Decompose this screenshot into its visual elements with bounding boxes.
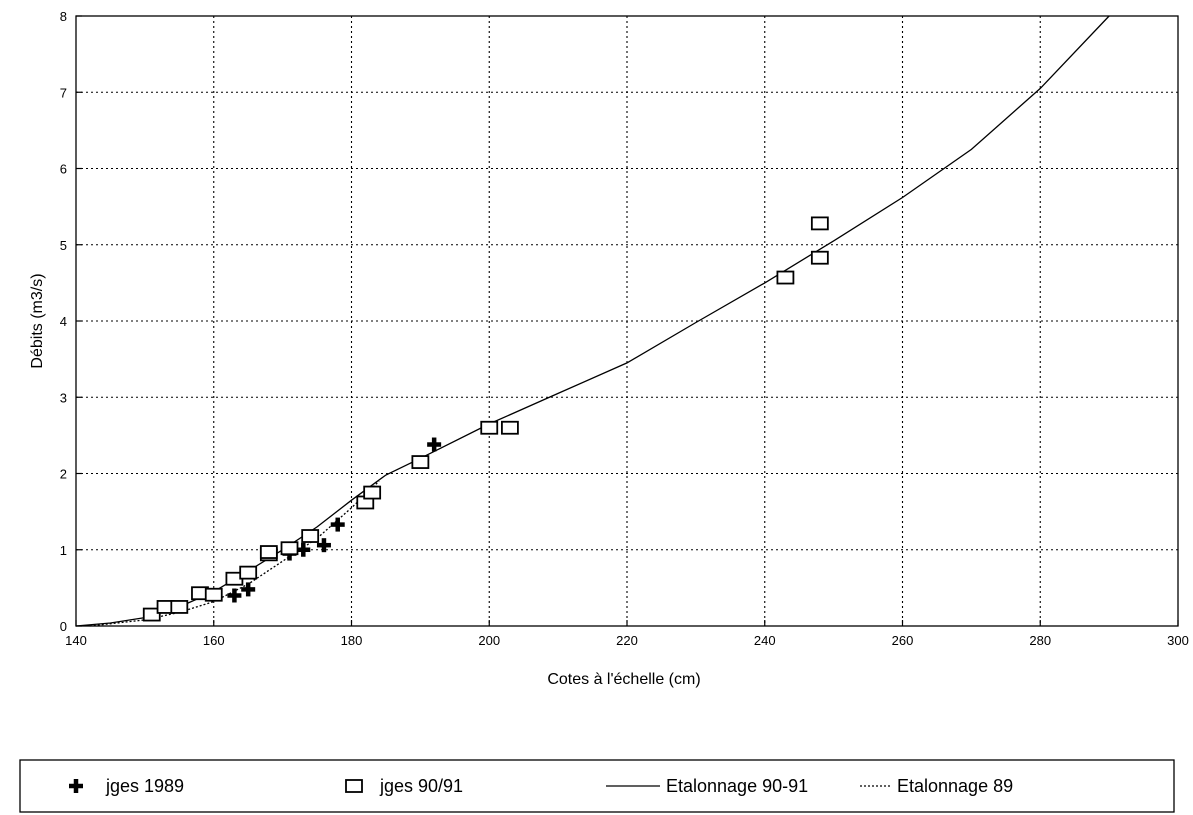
- point-jges-90-91: [204, 587, 223, 602]
- axes: [75, 15, 1179, 627]
- point-jges-90-91: [810, 216, 829, 231]
- y-tick-label: 4: [60, 314, 67, 329]
- legend-box: [19, 759, 1175, 813]
- point-jges-90-91: [280, 541, 299, 556]
- legend-square-marker: [345, 779, 363, 793]
- x-tick-label: 240: [754, 633, 776, 648]
- x-tick-label: 200: [478, 633, 500, 648]
- legend-plus-marker: [69, 779, 83, 793]
- legend-item-jges-90-91: jges 90/91: [345, 776, 463, 796]
- y-tick-label: 6: [60, 162, 67, 177]
- x-tick-label: 180: [341, 633, 363, 648]
- y-tick-label: 1: [60, 543, 67, 558]
- legend-label-jges-1989: jges 1989: [105, 776, 184, 796]
- legend-item-etalonnage-90-91: Etalonnage 90-91: [606, 776, 808, 796]
- point-jges-90-91: [501, 420, 519, 435]
- point-jges-1989: [316, 538, 331, 553]
- point-jges-1989: [330, 517, 345, 532]
- legend: jges 1989 jges 90/91 Etalonnage 90-91 Et…: [19, 759, 1175, 813]
- y-tick-label: 5: [60, 238, 67, 253]
- legend-label-etalonnage-89: Etalonnage 89: [897, 776, 1013, 796]
- y-tick-label: 3: [60, 390, 67, 405]
- x-tick-label: 260: [892, 633, 914, 648]
- legend-plus-icon: [69, 779, 83, 793]
- x-tick-label: 280: [1029, 633, 1051, 648]
- x-tick-label: 160: [203, 633, 225, 648]
- etalonnage-89-line: [89, 480, 380, 627]
- point-jges-90-91: [411, 455, 430, 469]
- grid: [75, 15, 1179, 627]
- legend-item-etalonnage-89: Etalonnage 89: [860, 776, 1013, 796]
- series-points: [142, 216, 829, 622]
- plot-frame: [75, 15, 1179, 627]
- y-tick-label: 2: [60, 467, 67, 482]
- point-jges-90-91: [142, 607, 161, 622]
- point-jges-90-91: [239, 565, 258, 580]
- point-jges-90-91: [810, 250, 829, 265]
- point-jges-1989: [296, 542, 311, 557]
- x-axis-label: Cotes à l'échelle (cm): [547, 671, 700, 688]
- point-jges-90-91: [363, 485, 382, 500]
- legend-square-icon: [345, 779, 363, 793]
- point-jges-1989: [427, 437, 442, 452]
- y-tick-label: 8: [60, 9, 67, 24]
- x-tick-labels: 140 160 180 200 220 240 260 280 300: [65, 633, 1189, 648]
- point-jges-90-91: [776, 270, 795, 285]
- legend-label-etalonnage-90-91: Etalonnage 90-91: [666, 776, 808, 796]
- y-tick-label: 0: [60, 619, 67, 634]
- x-tick-label: 300: [1167, 633, 1189, 648]
- point-jges-90-91: [259, 545, 278, 559]
- legend-item-jges-1989: jges 1989: [69, 776, 184, 796]
- y-axis-label: Débits (m3/s): [29, 273, 46, 368]
- point-jges-90-91: [301, 529, 320, 543]
- x-tick-label: 140: [65, 633, 87, 648]
- y-tick-label: 7: [60, 85, 67, 100]
- point-jges-1989: [241, 582, 256, 597]
- point-jges-90-91: [480, 420, 499, 435]
- point-jges-90-91: [170, 600, 189, 614]
- x-tick-label: 220: [616, 633, 638, 648]
- y-tick-labels: 0 1 2 3 4 5 6 7 8: [60, 9, 67, 634]
- point-jges-1989: [227, 588, 242, 603]
- legend-label-jges-90-91: jges 90/91: [379, 776, 463, 796]
